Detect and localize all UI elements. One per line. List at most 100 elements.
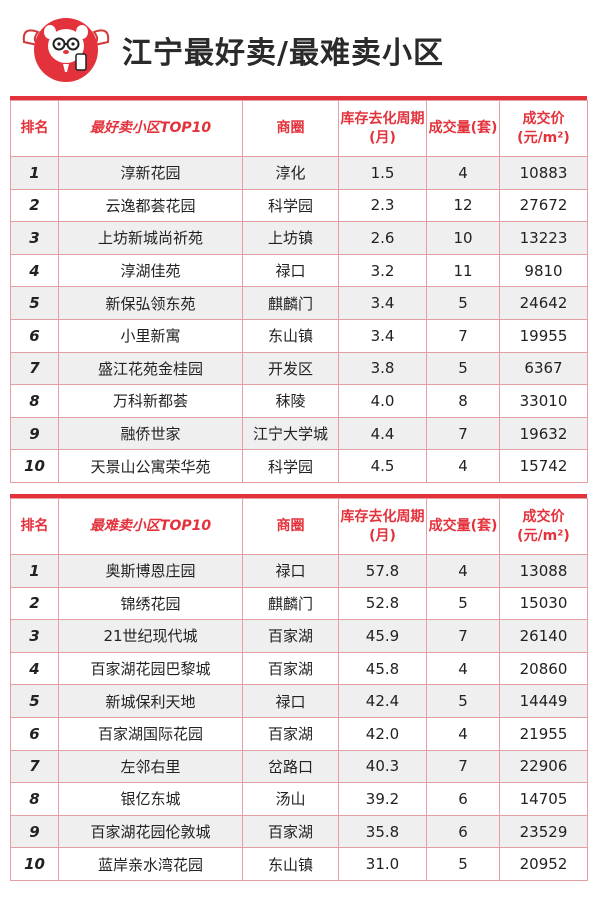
cell-area: 禄口 xyxy=(242,684,339,718)
cell-name: 云逸都荟花园 xyxy=(58,188,243,223)
cell-rank: 3 xyxy=(10,221,59,255)
cell-rank: 7 xyxy=(10,351,59,386)
page-title: 江宁最好卖/最难卖小区 xyxy=(122,36,444,71)
table-row: 6 百家湖国际花园 百家湖 42.0 4 21955 xyxy=(10,716,588,751)
table-row: 7 盛江花苑金桂园 开发区 3.8 5 6367 xyxy=(10,351,588,386)
cell-cycle: 42.4 xyxy=(338,684,427,718)
table-row: 2 锦绣花园 麒麟门 52.8 5 15030 xyxy=(10,586,588,621)
cell-name: 新保弘领东苑 xyxy=(58,286,243,320)
cell-volume: 7 xyxy=(426,318,500,353)
cell-price: 23529 xyxy=(499,814,588,849)
cell-volume: 4 xyxy=(426,156,500,190)
cell-price: 20860 xyxy=(499,651,588,686)
cell-price: 27672 xyxy=(499,188,588,223)
cell-area: 江宁大学城 xyxy=(242,416,339,451)
column-header-cycle: 库存去化周期(月) xyxy=(338,498,427,555)
cell-area: 百家湖 xyxy=(242,716,339,751)
cell-price: 19632 xyxy=(499,416,588,451)
cell-rank: 4 xyxy=(10,253,59,288)
table-row: 5 新保弘领东苑 麒麟门 3.4 5 24642 xyxy=(10,286,588,320)
cell-name: 蓝岸亲水湾花园 xyxy=(58,847,243,881)
table-header-row: 排名 最好卖小区TOP10 商圈 库存去化周期(月) 成交量(套) 成交价(元/… xyxy=(10,100,588,157)
column-header-cycle: 库存去化周期(月) xyxy=(338,100,427,157)
cell-price: 6367 xyxy=(499,351,588,386)
table-row: 1 奥斯博恩庄园 禄口 57.8 4 13088 xyxy=(10,554,588,588)
cell-rank: 10 xyxy=(10,449,59,483)
cell-price: 9810 xyxy=(499,253,588,288)
cell-cycle: 40.3 xyxy=(338,749,427,784)
cell-name: 21世纪现代城 xyxy=(58,619,243,653)
cell-price: 15742 xyxy=(499,449,588,483)
cell-cycle: 4.0 xyxy=(338,384,427,418)
column-header-rank: 排名 xyxy=(10,100,59,157)
cell-cycle: 4.4 xyxy=(338,416,427,451)
cell-volume: 11 xyxy=(426,253,500,288)
cell-name: 融侨世家 xyxy=(58,416,243,451)
cell-price: 13088 xyxy=(499,554,588,588)
cell-name: 上坊新城尚祈苑 xyxy=(58,221,243,255)
column-header-name: 最好卖小区TOP10 xyxy=(58,100,243,157)
cell-area: 百家湖 xyxy=(242,814,339,849)
cell-rank: 8 xyxy=(10,782,59,816)
cell-cycle: 39.2 xyxy=(338,782,427,816)
cell-price: 33010 xyxy=(499,384,588,418)
cell-cycle: 52.8 xyxy=(338,586,427,621)
table-row: 1 淳新花园 淳化 1.5 4 10883 xyxy=(10,156,588,190)
cell-area: 百家湖 xyxy=(242,619,339,653)
cell-name: 新城保利天地 xyxy=(58,684,243,718)
cell-name: 小里新寓 xyxy=(58,318,243,353)
cell-rank: 3 xyxy=(10,619,59,653)
cell-cycle: 45.8 xyxy=(338,651,427,686)
cell-volume: 4 xyxy=(426,449,500,483)
cell-volume: 5 xyxy=(426,351,500,386)
cell-volume: 10 xyxy=(426,221,500,255)
cell-price: 19955 xyxy=(499,318,588,353)
table-row: 5 新城保利天地 禄口 42.4 5 14449 xyxy=(10,684,588,718)
column-header-area: 商圈 xyxy=(242,498,339,555)
cell-cycle: 2.3 xyxy=(338,188,427,223)
cell-volume: 12 xyxy=(426,188,500,223)
cell-area: 开发区 xyxy=(242,351,339,386)
cell-cycle: 57.8 xyxy=(338,554,427,588)
cell-price: 15030 xyxy=(499,586,588,621)
cell-volume: 6 xyxy=(426,782,500,816)
table-row: 8 银亿东城 汤山 39.2 6 14705 xyxy=(10,782,588,816)
worst-selling-table: 排名 最难卖小区TOP10 商圈 库存去化周期(月) 成交量(套) 成交价(元/… xyxy=(10,498,588,881)
cell-price: 14705 xyxy=(499,782,588,816)
cell-rank: 7 xyxy=(10,749,59,784)
cell-name: 奥斯博恩庄园 xyxy=(58,554,243,588)
table-row: 9 百家湖花园伦敦城 百家湖 35.8 6 23529 xyxy=(10,814,588,849)
cell-cycle: 1.5 xyxy=(338,156,427,190)
table-row: 10 天景山公寓荣华苑 科学园 4.5 4 15742 xyxy=(10,449,588,483)
best-selling-table: 排名 最好卖小区TOP10 商圈 库存去化周期(月) 成交量(套) 成交价(元/… xyxy=(10,100,588,483)
cell-area: 汤山 xyxy=(242,782,339,816)
cell-price: 20952 xyxy=(499,847,588,881)
cell-rank: 1 xyxy=(10,156,59,190)
column-header-price: 成交价(元/m²) xyxy=(499,498,588,555)
cell-rank: 8 xyxy=(10,384,59,418)
cell-cycle: 31.0 xyxy=(338,847,427,881)
table-top-bar xyxy=(10,96,587,100)
table-row: 4 百家湖花园巴黎城 百家湖 45.8 4 20860 xyxy=(10,651,588,686)
cell-area: 淳化 xyxy=(242,156,339,190)
cell-name: 万科新都荟 xyxy=(58,384,243,418)
cell-area: 上坊镇 xyxy=(242,221,339,255)
table-row: 4 淳湖佳苑 禄口 3.2 11 9810 xyxy=(10,253,588,288)
mascot-logo-icon xyxy=(22,18,110,82)
cell-volume: 4 xyxy=(426,651,500,686)
cell-price: 10883 xyxy=(499,156,588,190)
table-row: 3 上坊新城尚祈苑 上坊镇 2.6 10 13223 xyxy=(10,221,588,255)
cell-rank: 10 xyxy=(10,847,59,881)
cell-rank: 6 xyxy=(10,716,59,751)
cell-cycle: 3.4 xyxy=(338,318,427,353)
table-row: 10 蓝岸亲水湾花园 东山镇 31.0 5 20952 xyxy=(10,847,588,881)
cell-rank: 2 xyxy=(10,586,59,621)
cell-rank: 6 xyxy=(10,318,59,353)
cell-volume: 5 xyxy=(426,586,500,621)
table-row: 9 融侨世家 江宁大学城 4.4 7 19632 xyxy=(10,416,588,451)
cell-name: 百家湖国际花园 xyxy=(58,716,243,751)
table-row: 8 万科新都荟 秣陵 4.0 8 33010 xyxy=(10,384,588,418)
cell-cycle: 45.9 xyxy=(338,619,427,653)
cell-price: 14449 xyxy=(499,684,588,718)
cell-volume: 7 xyxy=(426,749,500,784)
